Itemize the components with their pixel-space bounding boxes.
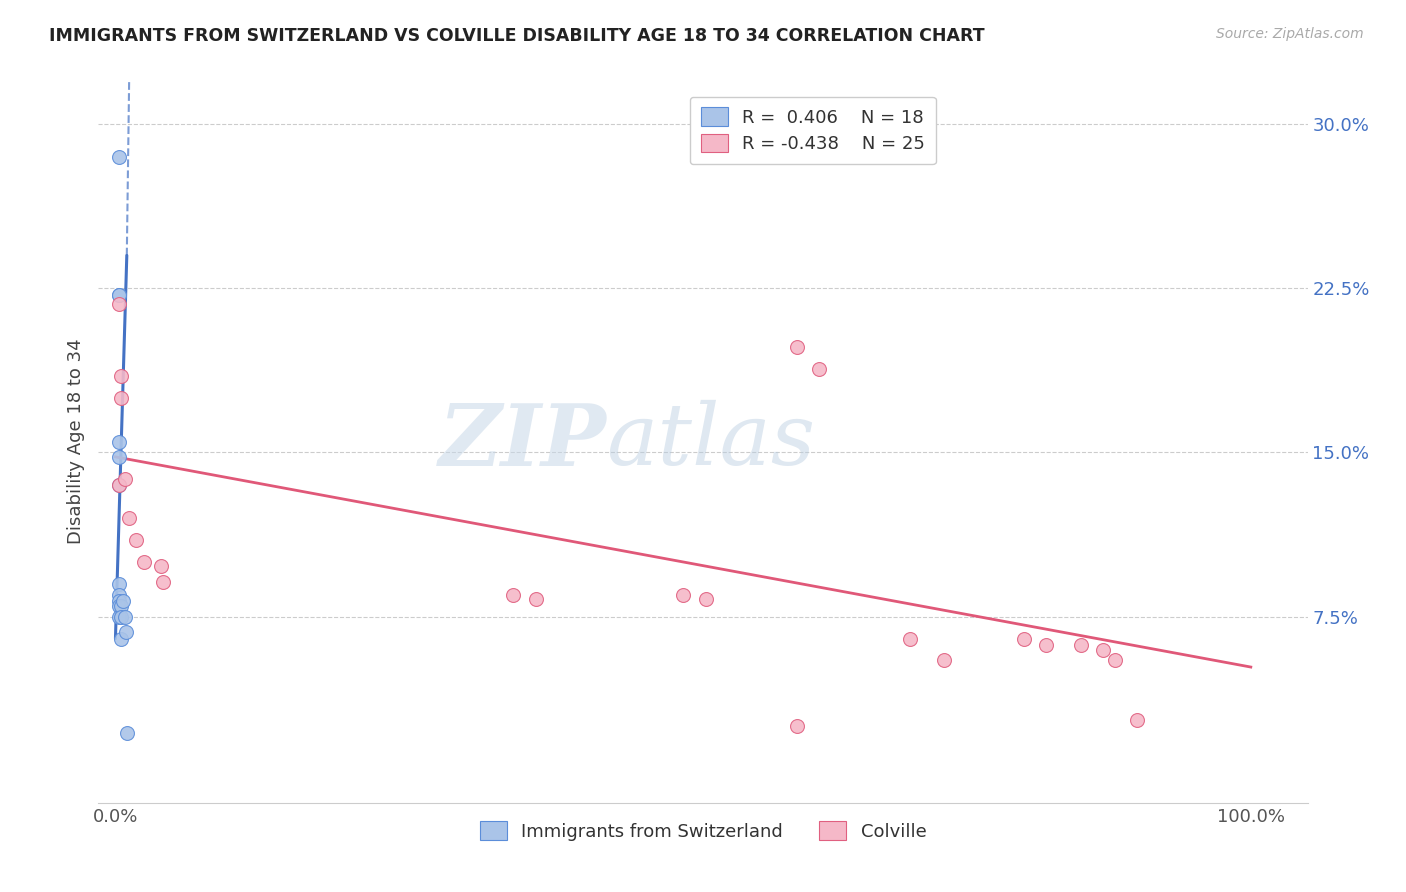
Legend: Immigrants from Switzerland, Colville: Immigrants from Switzerland, Colville bbox=[472, 814, 934, 848]
Point bbox=[1126, 713, 1149, 727]
Point bbox=[108, 288, 131, 302]
Point bbox=[108, 599, 131, 613]
Point bbox=[108, 288, 131, 302]
Y-axis label: Disability Age 18 to 34: Disability Age 18 to 34 bbox=[66, 339, 84, 544]
Point bbox=[110, 609, 132, 624]
Point bbox=[110, 368, 132, 383]
Point bbox=[108, 478, 131, 492]
Point bbox=[149, 559, 172, 574]
Text: atlas: atlas bbox=[606, 401, 815, 483]
Point bbox=[108, 609, 131, 624]
Point bbox=[808, 362, 831, 376]
Point bbox=[108, 594, 131, 608]
Point bbox=[1069, 638, 1091, 652]
Point bbox=[108, 296, 131, 310]
Point bbox=[118, 511, 141, 525]
Point bbox=[114, 472, 136, 486]
Point bbox=[1104, 653, 1126, 667]
Point bbox=[152, 574, 174, 589]
Point bbox=[110, 391, 132, 405]
Point bbox=[1035, 638, 1057, 652]
Point bbox=[1092, 642, 1115, 657]
Text: ZIP: ZIP bbox=[439, 400, 606, 483]
Point bbox=[108, 434, 131, 449]
Point bbox=[786, 719, 808, 733]
Point bbox=[502, 588, 524, 602]
Point bbox=[1012, 632, 1035, 646]
Point bbox=[112, 594, 135, 608]
Point bbox=[898, 632, 921, 646]
Point bbox=[672, 588, 695, 602]
Point bbox=[110, 599, 132, 613]
Point bbox=[115, 725, 138, 739]
Point bbox=[108, 588, 131, 602]
Point bbox=[108, 450, 131, 464]
Point bbox=[110, 632, 132, 646]
Text: IMMIGRANTS FROM SWITZERLAND VS COLVILLE DISABILITY AGE 18 TO 34 CORRELATION CHAR: IMMIGRANTS FROM SWITZERLAND VS COLVILLE … bbox=[49, 27, 984, 45]
Point bbox=[132, 555, 155, 569]
Point bbox=[125, 533, 148, 547]
Point bbox=[695, 592, 717, 607]
Point bbox=[108, 150, 131, 164]
Point bbox=[786, 340, 808, 354]
Text: Source: ZipAtlas.com: Source: ZipAtlas.com bbox=[1216, 27, 1364, 41]
Point bbox=[108, 577, 131, 591]
Point bbox=[934, 653, 956, 667]
Point bbox=[108, 478, 131, 492]
Point bbox=[114, 609, 136, 624]
Point bbox=[114, 625, 136, 640]
Point bbox=[524, 592, 547, 607]
